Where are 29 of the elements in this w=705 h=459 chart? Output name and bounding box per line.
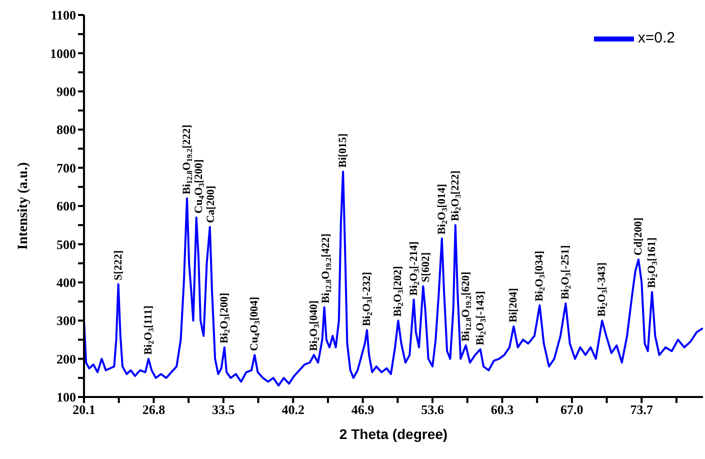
y-tick-label: 900 bbox=[56, 84, 76, 100]
x-tick-label: 53.6 bbox=[421, 402, 444, 418]
y-tick-label: 500 bbox=[56, 236, 76, 252]
y-tick-label: 1000 bbox=[50, 46, 76, 61]
y-tick-label: 700 bbox=[56, 160, 76, 176]
x-tick-label: 40.2 bbox=[282, 402, 304, 418]
annotation: Ca[200] bbox=[204, 186, 217, 224]
x-tick-label: 33.5 bbox=[212, 402, 236, 418]
annotation: Bi[204] bbox=[508, 288, 520, 322]
x-tick-label: 26.8 bbox=[142, 402, 166, 418]
y-tick-label: 600 bbox=[56, 198, 76, 214]
x-axis-title: 2 Theta (degree) bbox=[339, 426, 448, 442]
x-tick-label: 46.9 bbox=[351, 402, 375, 418]
legend-label: x=0.2 bbox=[638, 30, 675, 47]
y-tick-label: 200 bbox=[56, 351, 76, 366]
x-tick-label: 60.3 bbox=[490, 402, 514, 418]
x-tick-label: 20.1 bbox=[72, 402, 96, 418]
annotation: Cd[200] bbox=[632, 218, 644, 256]
x-tick-label: 73.7 bbox=[630, 402, 654, 418]
y-tick-label: 300 bbox=[56, 313, 76, 328]
y-tick-label: 800 bbox=[56, 122, 76, 138]
x-tick-label: 67.0 bbox=[560, 402, 584, 418]
annotation: S[222] bbox=[112, 250, 124, 280]
y-tick-label: 1100 bbox=[50, 8, 76, 23]
y-tick-label: 400 bbox=[56, 275, 76, 290]
y-axis-title: Intensity (a.u.) bbox=[16, 162, 31, 250]
annotation: S[602] bbox=[420, 252, 432, 282]
y-tick-label: 100 bbox=[56, 390, 76, 405]
annotation: Bi[015] bbox=[337, 133, 350, 168]
